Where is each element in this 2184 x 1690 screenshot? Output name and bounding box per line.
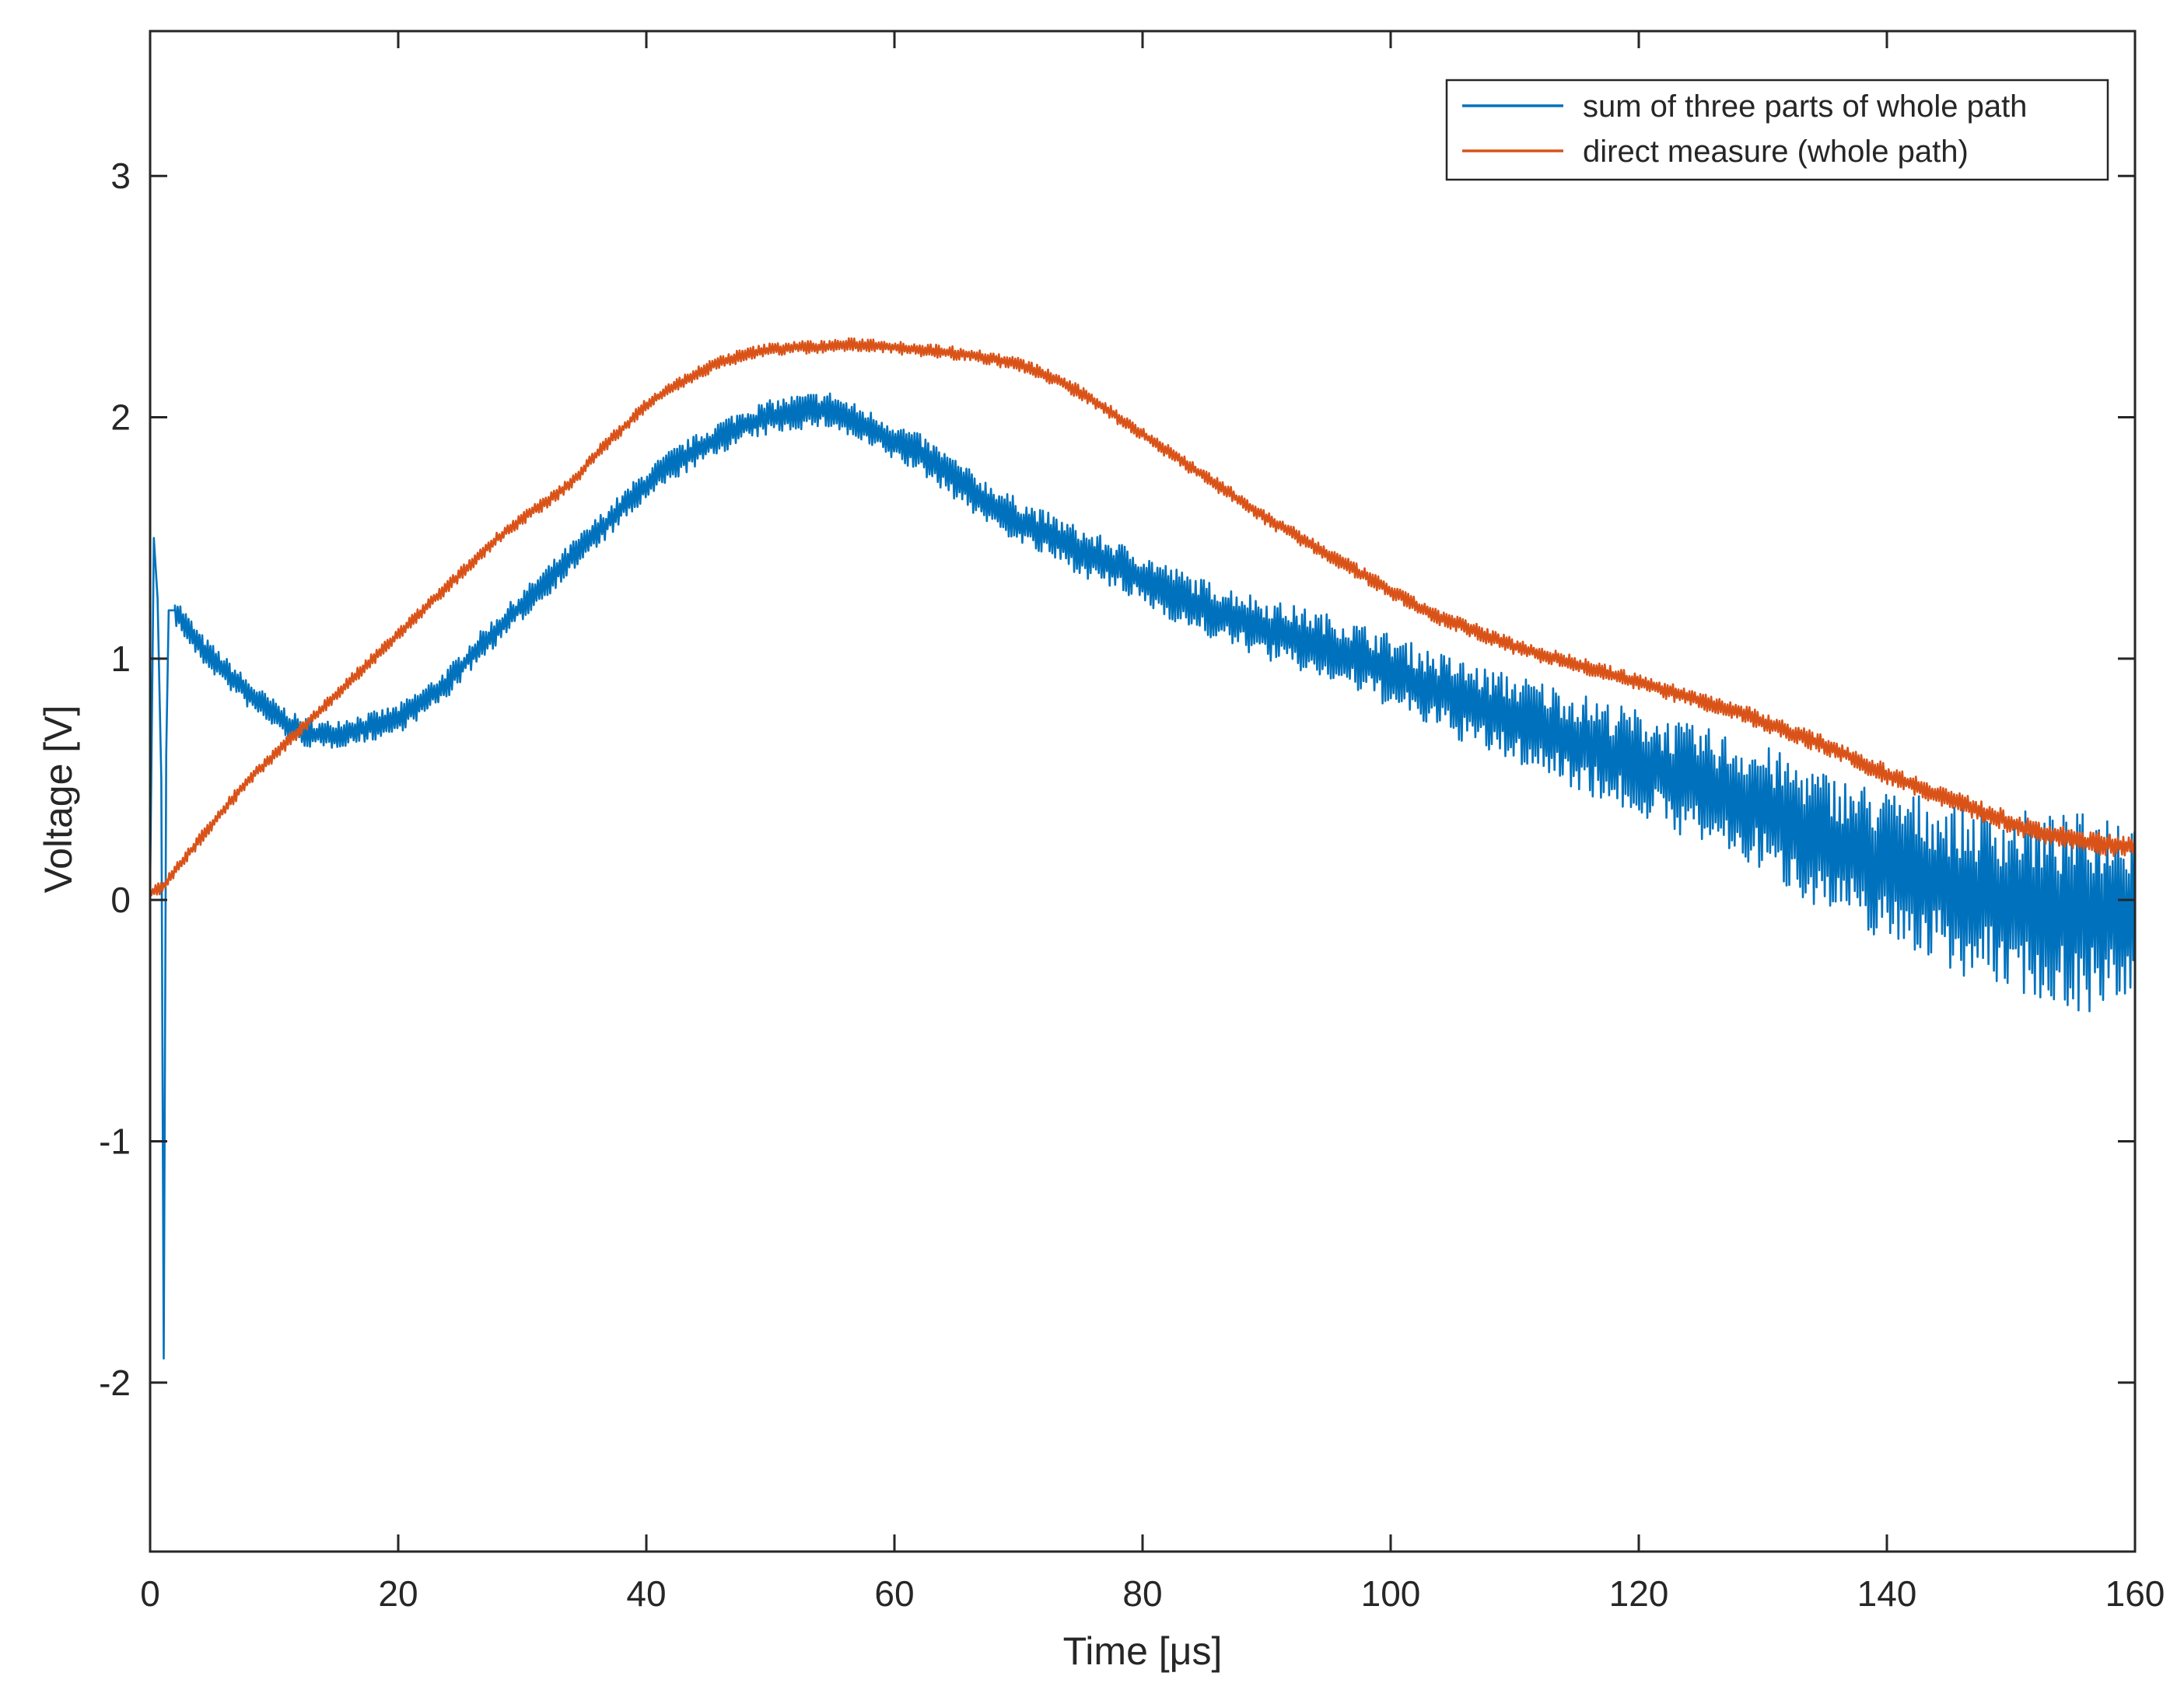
y-tick-label: 0 bbox=[110, 880, 131, 920]
plot-area bbox=[150, 31, 2135, 1552]
legend: sum of three parts of whole path direct … bbox=[1445, 79, 2109, 181]
x-tick-label: 140 bbox=[1857, 1573, 1917, 1614]
x-axis-label: Time [μs] bbox=[1063, 1629, 1223, 1673]
x-tick-label: 160 bbox=[2105, 1573, 2165, 1614]
y-axis-label: Voltage [V] bbox=[37, 705, 80, 894]
series-layer bbox=[149, 337, 2136, 1359]
y-tick-label: 1 bbox=[110, 639, 131, 679]
x-tick-label: 20 bbox=[378, 1573, 418, 1614]
x-tick-label: 40 bbox=[626, 1573, 666, 1614]
x-tick-label: 100 bbox=[1361, 1573, 1421, 1614]
series-line-1 bbox=[149, 337, 2136, 897]
x-tick-label: 0 bbox=[140, 1573, 160, 1614]
y-tick-label: 3 bbox=[110, 156, 131, 196]
legend-entry-sum-of-three-parts: sum of three parts of whole path bbox=[1583, 89, 2027, 124]
series-line-0 bbox=[149, 392, 2136, 1359]
x-tick-label: 80 bbox=[1122, 1573, 1162, 1614]
x-tick-label: 120 bbox=[1609, 1573, 1669, 1614]
y-tick-label: -2 bbox=[99, 1363, 131, 1403]
legend-box bbox=[1445, 79, 2109, 181]
tick-layer: 0 20 40 60 80 100 120 140 160 -2 -1 0 1 2 3 bbox=[99, 31, 2165, 1614]
x-tick-label: 60 bbox=[874, 1573, 914, 1614]
legend-entry-direct-measure: direct measure (whole path) bbox=[1583, 135, 1969, 169]
y-tick-label: 2 bbox=[110, 397, 131, 438]
y-tick-label: -1 bbox=[99, 1121, 131, 1161]
